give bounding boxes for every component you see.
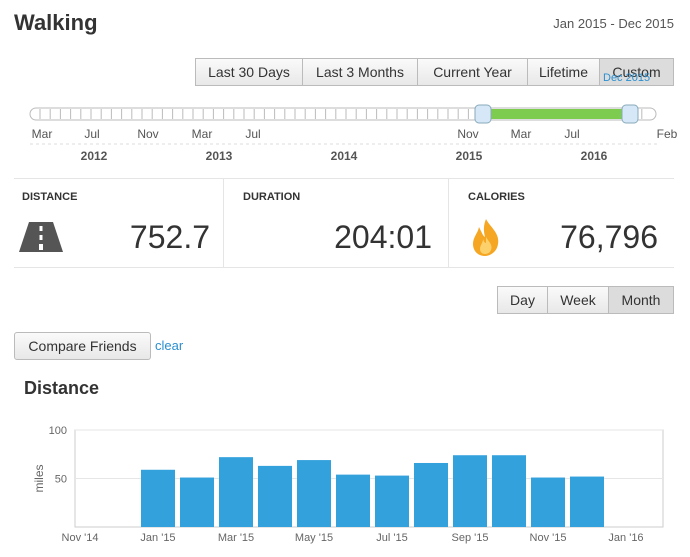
bar: [297, 460, 331, 527]
slider-month: Mar: [192, 127, 213, 141]
range-tooltip: Dec 2015: [603, 72, 651, 84]
period-button[interactable]: Month: [608, 286, 674, 314]
bar: [531, 477, 565, 527]
stat-label: DURATION: [243, 191, 301, 203]
stat-label: CALORIES: [468, 191, 525, 203]
slider-month: Jul: [84, 127, 99, 141]
y-axis-label: miles: [32, 464, 46, 492]
slider-month: Mar: [32, 127, 53, 141]
clear-link[interactable]: clear: [155, 338, 184, 353]
bar: [336, 474, 370, 527]
bar: [141, 469, 175, 527]
bar: [492, 455, 526, 527]
bar: [375, 475, 409, 527]
page-title: Walking: [14, 10, 98, 35]
range-button[interactable]: Custom: [599, 58, 674, 86]
x-tick-label: Sep '15: [452, 532, 489, 544]
y-tick-label: 50: [55, 474, 67, 486]
x-tick-label: May '15: [295, 532, 333, 544]
x-tick-label: Nov '14: [62, 532, 99, 544]
range-slider: Mar Jul Nov Mar Jul Nov Mar Jul Feb 2012 2013 2014 2…: [29, 104, 678, 163]
slider-range: [483, 109, 630, 119]
y-tick-label: 100: [49, 425, 67, 437]
bar: [180, 477, 214, 527]
chart: 50 100 miles Nov '14 Jan '15 Mar '15 May '15 Ju…: [32, 425, 664, 544]
slider-handle: [474, 104, 492, 124]
x-tick-label: Jan '16: [608, 532, 643, 544]
road-icon: [19, 222, 63, 252]
x-tick-label: Jul '15: [376, 532, 407, 544]
stats-panel: [14, 178, 674, 268]
period-button[interactable]: Week: [547, 286, 609, 314]
flame-icon: [473, 219, 499, 256]
stat-value: 204:01: [334, 219, 432, 255]
stat-value: 752.7: [129, 219, 210, 255]
bar: [453, 455, 487, 527]
stat-label: DISTANCE: [22, 191, 78, 203]
bar: [258, 465, 292, 527]
slider-month: Nov: [137, 127, 158, 141]
divider: [448, 179, 449, 267]
slider-year: 2016: [581, 149, 608, 163]
slider-handle: [621, 104, 639, 124]
slider-month: Jul: [245, 127, 260, 141]
slider-month: Mar: [511, 127, 532, 141]
slider-month: Jul: [564, 127, 579, 141]
range-button[interactable]: Last 3 Months: [302, 58, 418, 86]
bar: [570, 476, 604, 527]
divider: [223, 179, 224, 267]
bar: [219, 457, 253, 527]
x-tick-label: Jan '15: [140, 532, 175, 544]
date-range: Jan 2015 - Dec 2015: [553, 16, 674, 31]
range-button[interactable]: Last 30 Days: [195, 58, 303, 86]
stat-value: 76,796: [560, 219, 658, 255]
x-tick-label: Mar '15: [218, 532, 254, 544]
slider-month: Feb: [657, 127, 678, 141]
slider-year: 2012: [81, 149, 108, 163]
slider-year: 2013: [206, 149, 233, 163]
range-button[interactable]: Current Year: [417, 58, 528, 86]
period-button[interactable]: Day: [497, 286, 548, 314]
slider-month: Nov: [457, 127, 478, 141]
slider-year: 2014: [331, 149, 358, 163]
slider-year: 2015: [456, 149, 483, 163]
range-button[interactable]: Lifetime: [527, 58, 600, 86]
bar: [414, 462, 448, 527]
chart-title: Distance: [24, 378, 100, 398]
x-tick-label: Nov '15: [530, 532, 567, 544]
compare-button[interactable]: Compare Friends: [14, 332, 151, 360]
